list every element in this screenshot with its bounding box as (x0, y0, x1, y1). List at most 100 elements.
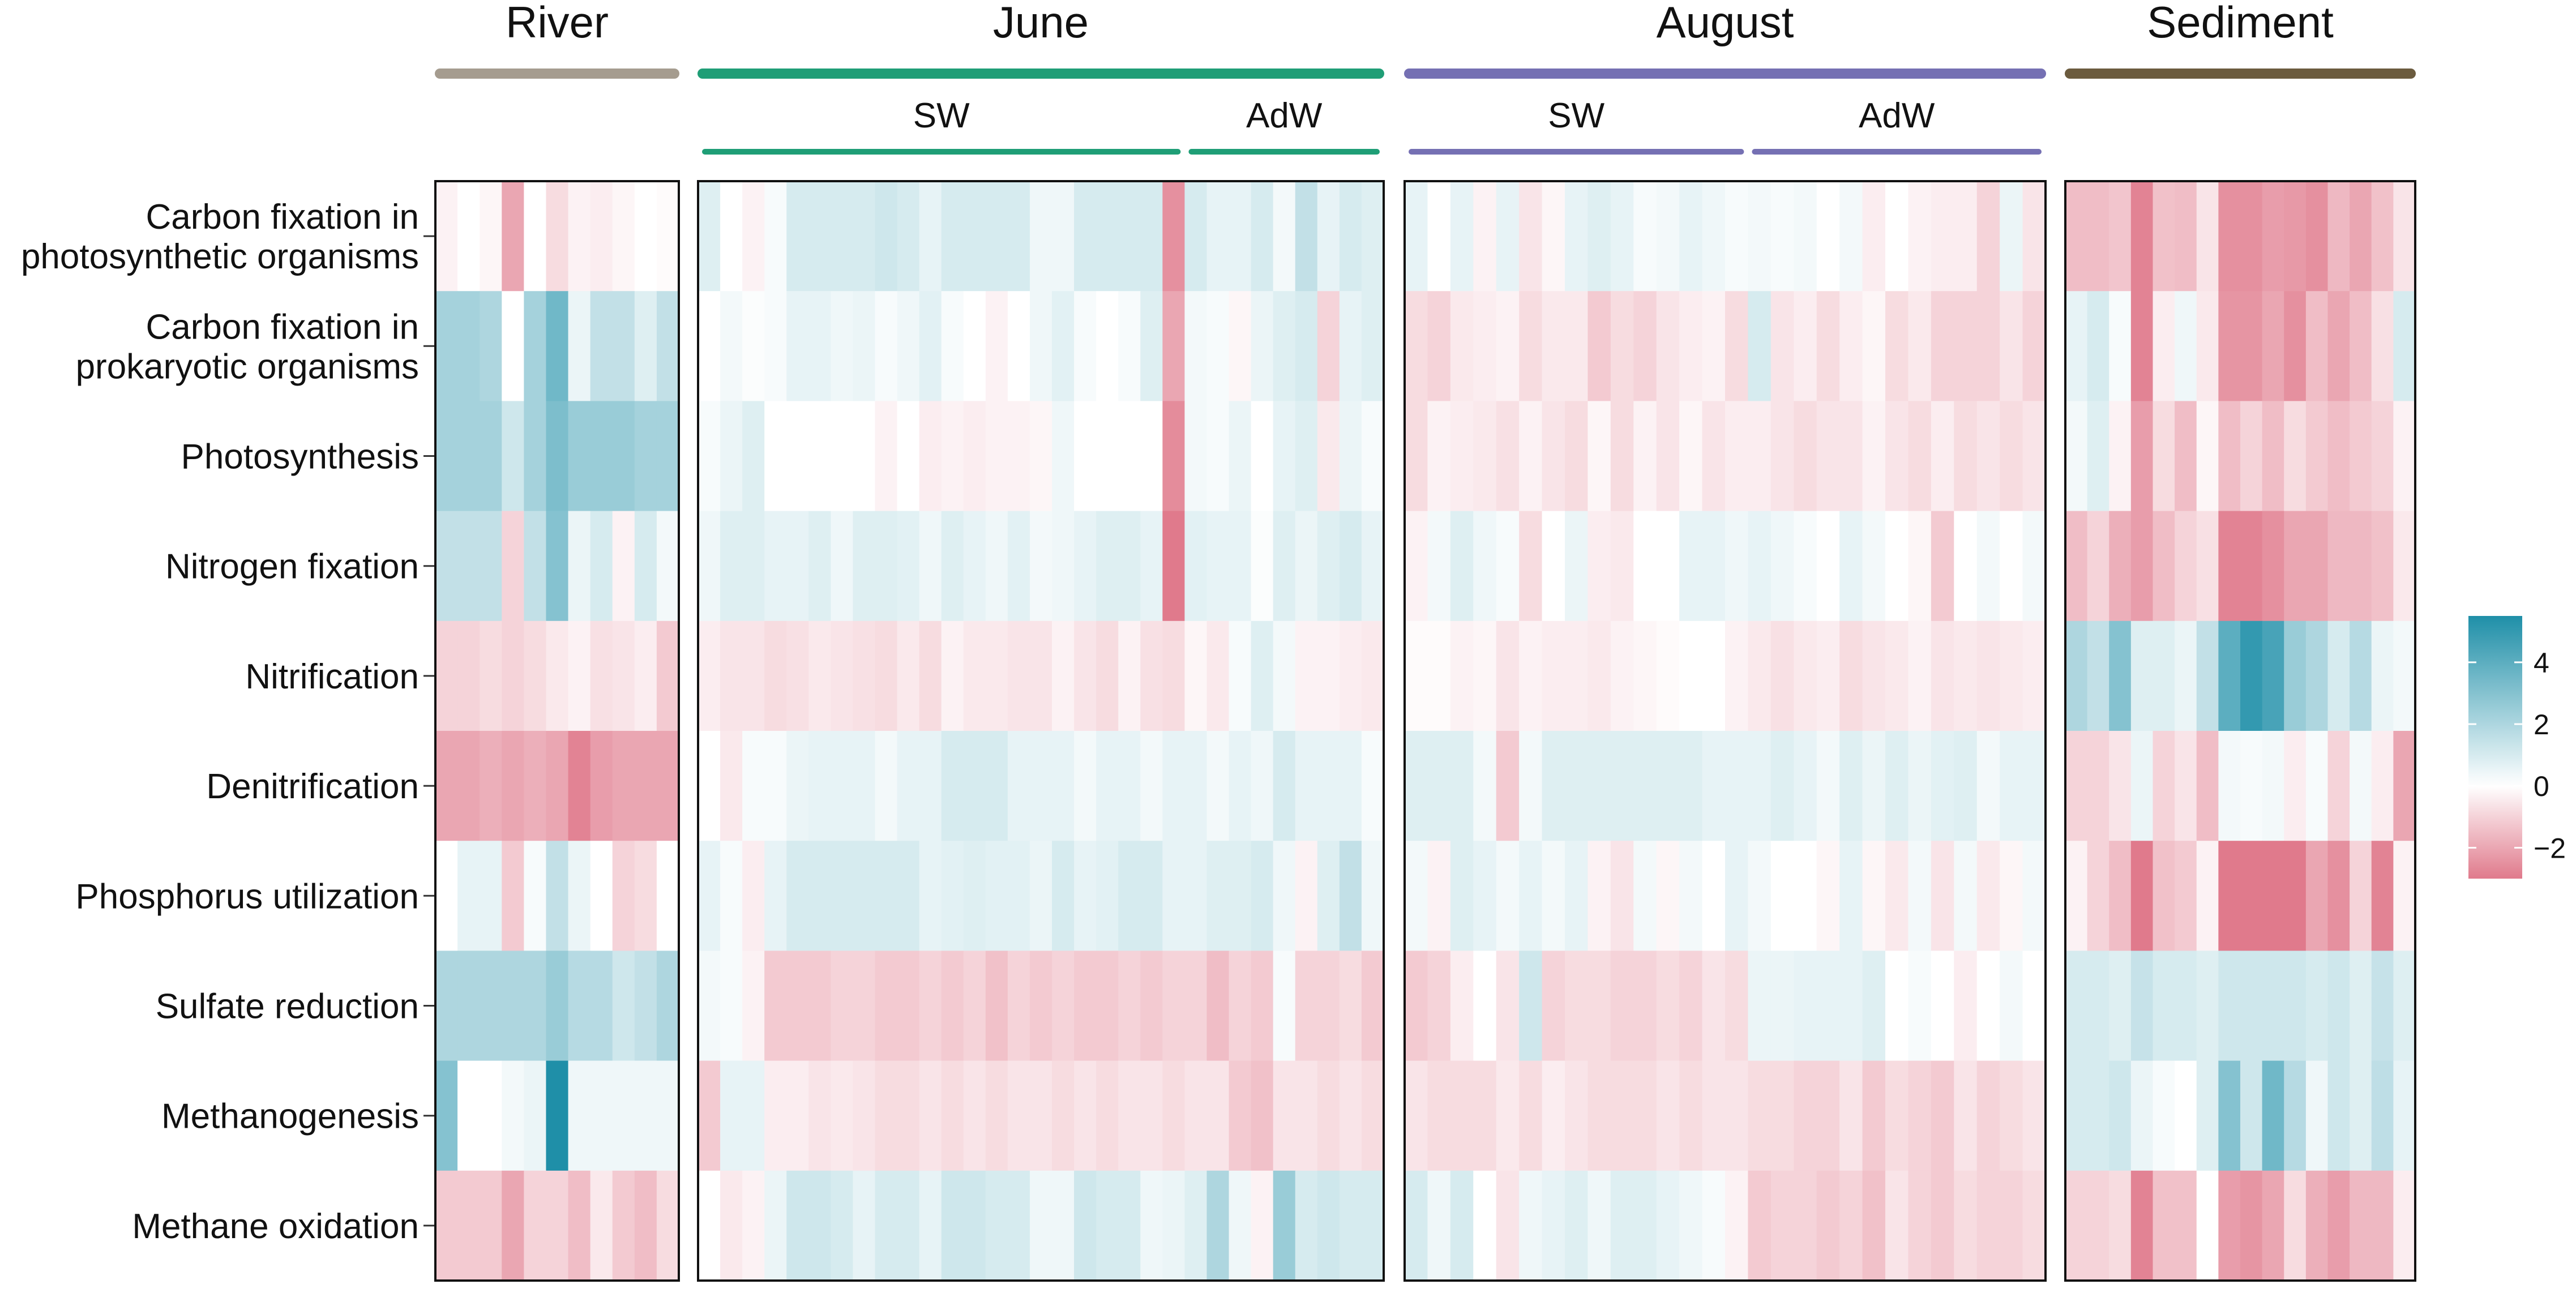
heatmap-cell (2175, 841, 2197, 951)
heatmap-cell (1885, 181, 1909, 292)
heatmap-cell (1610, 731, 1634, 841)
heatmap-cell (875, 841, 898, 951)
heatmap-cell (2262, 181, 2284, 292)
heatmap-cell (1427, 1170, 1451, 1281)
heatmap-cell (634, 511, 657, 622)
heatmap-cell (1206, 620, 1230, 731)
heatmap-cell (831, 511, 854, 622)
heatmap-cell (941, 951, 964, 1061)
heatmap-cell (1361, 841, 1384, 951)
heatmap-cell (742, 291, 765, 401)
heatmap-cell (2000, 731, 2023, 841)
heatmap-cell (435, 620, 458, 731)
heatmap-cell (2327, 511, 2350, 622)
heatmap-cell (808, 401, 831, 512)
heatmap-cell (1725, 511, 1749, 622)
heatmap-cell (1908, 731, 1932, 841)
heatmap-cell (1908, 511, 1932, 622)
heatmap-cell (1633, 731, 1657, 841)
heatmap-cell (1770, 511, 1794, 622)
heatmap-cell (1565, 1060, 1589, 1171)
heatmap-cell (1748, 511, 1771, 622)
heatmap-cell (1794, 1170, 1817, 1281)
heatmap-cell (742, 841, 765, 951)
heatmap-cell (1229, 291, 1252, 401)
heatmap-cell (1519, 401, 1543, 512)
heatmap-cell (457, 181, 480, 292)
heatmap-cell (2240, 951, 2263, 1061)
heatmap-cell (1496, 841, 1520, 951)
heatmap-cell (1542, 951, 1565, 1061)
heatmap-cell (1096, 511, 1119, 622)
heatmap-cell (2350, 951, 2372, 1061)
heatmap-cell (1273, 620, 1296, 731)
heatmap-cell (1931, 1170, 1954, 1281)
heatmap-cell (1656, 1060, 1680, 1171)
heatmap-cell (985, 511, 1008, 622)
heatmap-cell (1816, 841, 1840, 951)
heatmap-cell (2175, 291, 2197, 401)
panel-frame (1403, 180, 2047, 1282)
heatmap-cell (1519, 841, 1543, 951)
heatmap-cell (1656, 841, 1680, 951)
heatmap-cell (2087, 1060, 2109, 1171)
heatmap-cell (941, 841, 964, 951)
heatmap-cell (2240, 181, 2263, 292)
heatmap-cell (919, 951, 942, 1061)
heatmap-cell (2305, 401, 2329, 512)
heatmap-cell (1074, 511, 1097, 622)
heatmap-cell (2350, 620, 2372, 731)
heatmap-cell (2284, 841, 2307, 951)
heatmap-cell (1317, 731, 1340, 841)
heatmap-cell (2284, 1060, 2307, 1171)
heatmap-cell (656, 1060, 679, 1171)
heatmap-cell (1839, 620, 1863, 731)
heatmap-cell (985, 620, 1008, 731)
heatmap-cell (1184, 841, 1208, 951)
heatmap-cell (2130, 1060, 2154, 1171)
heatmap-cell (1656, 511, 1680, 622)
heatmap-cell (1542, 731, 1565, 841)
heatmap-cell (457, 841, 480, 951)
heatmap-cell (1862, 1170, 1886, 1281)
heatmap-cell (502, 731, 524, 841)
heatmap-cell (1096, 731, 1119, 841)
heatmap-cell (1052, 291, 1075, 401)
heatmap-cell (1542, 1060, 1565, 1171)
heatmap-cell (1361, 1060, 1384, 1171)
heatmap-cell (853, 951, 876, 1061)
heatmap-cell (1184, 1060, 1208, 1171)
heatmap-cell (1273, 181, 1296, 292)
heatmap-cell (1229, 951, 1252, 1061)
heatmap-cell (1074, 1170, 1097, 1281)
heatmap-cell (764, 181, 787, 292)
heatmap-cell (2305, 291, 2329, 401)
heatmap-cell (1931, 511, 1954, 622)
panel-title: June (993, 0, 1089, 47)
heatmap-cell (546, 620, 569, 731)
heatmap-cell (2130, 951, 2154, 1061)
heatmap-cell (2153, 401, 2175, 512)
heatmap-cell (2350, 291, 2372, 401)
heatmap-cell (1862, 731, 1886, 841)
heatmap-cell (1295, 291, 1318, 401)
heatmap-cell (2218, 1170, 2241, 1281)
heatmap-cell (1206, 1170, 1230, 1281)
heatmap-cell (2350, 841, 2372, 951)
heatmap-cell (1007, 291, 1030, 401)
heatmap-cell (1184, 401, 1208, 512)
heatmap-cell (1007, 841, 1030, 951)
heatmap-cell (919, 620, 942, 731)
heatmap-cell (2130, 401, 2154, 512)
heatmap-cell (590, 731, 613, 841)
heatmap-cell (634, 731, 657, 841)
row-label: Denitrification (206, 767, 419, 806)
heatmap-cell (1679, 731, 1703, 841)
heatmap-cell (524, 181, 547, 292)
heatmap-cell (2284, 1170, 2307, 1281)
heatmap-cell (1976, 841, 2000, 951)
heatmap-cell (2218, 731, 2241, 841)
heatmap-cell (1317, 1170, 1340, 1281)
heatmap-cell (1229, 1170, 1252, 1281)
heatmap-cell (1908, 1170, 1932, 1281)
